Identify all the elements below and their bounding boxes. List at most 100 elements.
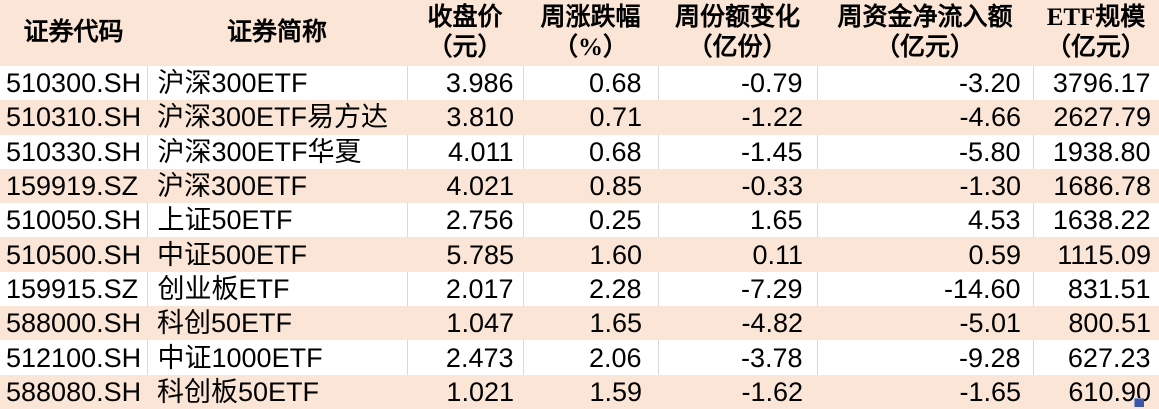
table-row: 588000.SH 科创50ETF 1.047 1.65 -4.82 -5.01 800.5… <box>0 306 1159 341</box>
column-header-week-net-inflow[interactable]: 周资金净流入额 （亿元） <box>817 0 1033 66</box>
cell-week-net-inflow[interactable]: -4.66 <box>817 100 1033 135</box>
column-header-name[interactable]: 证券简称 <box>147 0 407 66</box>
cell-week-change-pct[interactable]: 0.25 <box>523 203 659 238</box>
cell-week-change-pct[interactable]: 1.65 <box>523 306 658 341</box>
cell-week-change-pct[interactable]: 0.68 <box>523 134 659 169</box>
cell-code[interactable]: 510300.SH <box>0 66 148 101</box>
cell-etf-scale[interactable]: 610.90 <box>1033 374 1159 409</box>
cell-week-share-change[interactable]: -1.45 <box>658 134 818 169</box>
cell-name[interactable]: 中证500ETF <box>147 237 407 272</box>
cell-code[interactable]: 588080.SH <box>0 374 147 409</box>
column-header-close-price[interactable]: 收盘价 （元） <box>407 0 523 66</box>
column-unit: （元） <box>427 34 503 61</box>
cell-week-net-inflow[interactable]: -9.28 <box>817 340 1034 375</box>
cell-week-change-pct[interactable]: 0.85 <box>523 168 658 204</box>
cell-code[interactable]: 159919.SZ <box>0 168 147 204</box>
cell-week-net-inflow[interactable]: -5.80 <box>817 134 1034 169</box>
cell-etf-scale[interactable]: 800.51 <box>1033 306 1159 341</box>
cell-close-price[interactable]: 2.473 <box>407 340 524 375</box>
cell-week-net-inflow[interactable]: 0.59 <box>817 237 1033 272</box>
cell-etf-scale[interactable]: 1115.09 <box>1033 237 1159 272</box>
cell-close-price[interactable]: 2.017 <box>407 271 524 307</box>
column-unit: （亿份） <box>687 34 788 61</box>
cell-etf-scale[interactable]: 2627.79 <box>1033 100 1159 135</box>
cell-etf-scale[interactable]: 3796.17 <box>1033 66 1159 101</box>
cell-name[interactable]: 科创50ETF <box>147 306 407 341</box>
column-label: 周涨跌幅 <box>540 4 641 31</box>
cell-name[interactable]: 沪深300ETF易方达 <box>147 100 407 135</box>
cell-name[interactable]: 沪深300ETF <box>147 168 407 204</box>
cell-week-share-change[interactable]: -7.29 <box>658 271 818 307</box>
cell-name[interactable]: 沪深300ETF <box>147 66 408 101</box>
cell-week-share-change[interactable]: -0.79 <box>658 66 818 101</box>
selection-fill-handle[interactable] <box>1134 398 1144 407</box>
cell-etf-scale[interactable]: 627.23 <box>1033 340 1159 375</box>
cell-week-change-pct[interactable]: 0.71 <box>523 100 658 135</box>
cell-code[interactable]: 588000.SH <box>0 306 147 341</box>
cell-name[interactable]: 中证1000ETF <box>147 340 408 375</box>
table-row: 512100.SH 中证1000ETF 2.473 2.06 -3.78 -9.28 627… <box>0 340 1159 375</box>
cell-week-share-change[interactable]: -1.22 <box>658 100 817 135</box>
cell-week-change-pct[interactable]: 2.06 <box>523 340 659 375</box>
cell-close-price[interactable]: 3.986 <box>407 66 524 101</box>
cell-week-net-inflow[interactable]: -3.20 <box>817 66 1034 101</box>
cell-week-share-change[interactable]: -3.78 <box>658 340 818 375</box>
cell-code[interactable]: 510500.SH <box>0 237 147 272</box>
cell-code[interactable]: 510310.SH <box>0 100 147 135</box>
cell-close-price[interactable]: 1.047 <box>407 306 523 341</box>
cell-week-share-change[interactable]: -1.62 <box>658 374 817 409</box>
table-row: 588080.SH 科创板50ETF 1.021 1.59 -1.62 -1.65 610.… <box>0 374 1159 409</box>
cell-week-net-inflow[interactable]: -1.30 <box>817 168 1033 204</box>
cell-name[interactable]: 沪深300ETF华夏 <box>147 134 408 169</box>
cell-week-share-change[interactable]: 0.11 <box>658 237 817 272</box>
cell-close-price[interactable]: 3.810 <box>407 100 523 135</box>
column-label: 证券简称 <box>226 19 327 46</box>
cell-week-share-change[interactable]: -0.33 <box>658 168 817 204</box>
cell-close-price[interactable]: 4.011 <box>407 134 524 169</box>
cell-etf-scale[interactable]: 1938.80 <box>1033 134 1159 169</box>
column-label: 周份额变化 <box>674 4 800 31</box>
cell-week-net-inflow[interactable]: -14.60 <box>817 271 1034 307</box>
cell-week-share-change[interactable]: 1.65 <box>658 203 818 238</box>
table-row: 510330.SH 沪深300ETF华夏 4.011 0.68 -1.45 -5.80 19… <box>0 134 1159 169</box>
cell-etf-scale[interactable]: 1638.22 <box>1033 203 1159 238</box>
cell-week-share-change[interactable]: -4.82 <box>658 306 817 341</box>
column-header-week-share-change[interactable]: 周份额变化 （亿份） <box>658 0 817 66</box>
cell-name[interactable]: 科创板50ETF <box>147 374 407 409</box>
column-label: 证券代码 <box>23 19 124 46</box>
column-label: ETF规模 <box>1046 4 1146 31</box>
cell-close-price[interactable]: 4.021 <box>407 168 523 204</box>
table-row: 510310.SH 沪深300ETF易方达 3.810 0.71 -1.22 -4.66 2… <box>0 100 1159 135</box>
table-row: 510300.SH 沪深300ETF 3.986 0.68 -0.79 -3.20 3796… <box>0 66 1159 101</box>
cell-week-change-pct[interactable]: 1.60 <box>523 237 658 272</box>
column-header-week-change-pct[interactable]: 周涨跌幅 （%） <box>523 0 658 66</box>
column-label: 周资金净流入额 <box>837 4 1013 31</box>
table-header: 证券代码 证券简称 收盘价 （元） 周涨跌幅 （%） 周份额变化 （亿份） 周资金净流入额 （亿元… <box>0 0 1159 66</box>
column-unit: （%） <box>552 34 628 61</box>
cell-week-net-inflow[interactable]: -5.01 <box>817 306 1033 341</box>
cell-close-price[interactable]: 2.756 <box>407 203 524 238</box>
cell-close-price[interactable]: 1.021 <box>407 374 523 409</box>
table-row: 510500.SH 中证500ETF 5.785 1.60 0.11 0.59 1115.0… <box>0 237 1159 272</box>
cell-code[interactable]: 510330.SH <box>0 134 148 169</box>
cell-code[interactable]: 159915.SZ <box>0 271 148 307</box>
cell-etf-scale[interactable]: 831.51 <box>1033 271 1159 307</box>
cell-week-net-inflow[interactable]: -1.65 <box>817 374 1033 409</box>
cell-name[interactable]: 创业板ETF <box>147 271 408 307</box>
cell-week-change-pct[interactable]: 1.59 <box>523 374 658 409</box>
column-header-code[interactable]: 证券代码 <box>0 0 147 66</box>
column-unit: （亿元） <box>1045 34 1146 61</box>
cell-week-change-pct[interactable]: 0.68 <box>523 66 659 101</box>
column-header-etf-scale[interactable]: ETF规模 （亿元） <box>1033 0 1159 66</box>
cell-week-net-inflow[interactable]: 4.53 <box>817 203 1034 238</box>
table-body: 510300.SH 沪深300ETF 3.986 0.68 -0.79 -3.20 3796… <box>0 66 1159 409</box>
cell-etf-scale[interactable]: 1686.78 <box>1033 168 1159 204</box>
cell-name[interactable]: 上证50ETF <box>147 203 408 238</box>
cell-code[interactable]: 510050.SH <box>0 203 148 238</box>
cell-code[interactable]: 512100.SH <box>0 340 148 375</box>
cell-close-price[interactable]: 5.785 <box>407 237 523 272</box>
cell-week-change-pct[interactable]: 2.28 <box>523 271 659 307</box>
column-unit: （亿元） <box>874 34 975 61</box>
